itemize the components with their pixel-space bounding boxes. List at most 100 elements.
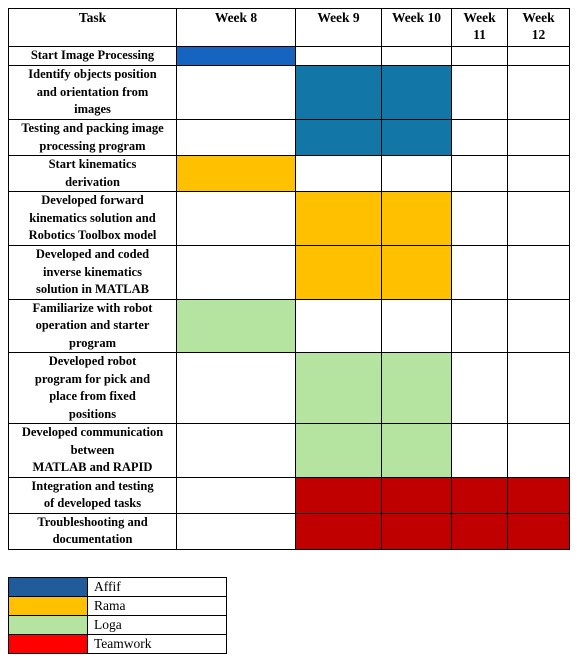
task-name-line: and orientation from — [36, 84, 149, 99]
header-task-label: Task — [78, 10, 107, 25]
header-week-8: Week 8 — [176, 8, 296, 47]
week-9-cell — [295, 119, 382, 156]
week-9-cell — [295, 155, 382, 192]
task-name-cell: Developed forward kinematics solution and… — [8, 191, 177, 246]
header-week-12-line1: Week — [522, 10, 555, 25]
week-8-cell — [176, 423, 296, 478]
week-10-cell — [381, 191, 452, 246]
task-name-cell: Start kinematics derivation — [8, 155, 177, 192]
task-row: Start Image Processing — [8, 46, 570, 66]
legend-body: Affif Rama Loga Teamwork — [8, 577, 227, 654]
legend-table: Affif Rama Loga Teamwork — [8, 577, 227, 654]
header-week-11-line2: 11 — [473, 27, 486, 42]
legend-label: Loga — [87, 615, 227, 635]
header-week-11: Week 11 — [451, 8, 508, 47]
task-name-cell: Identify objects position and orientation… — [8, 65, 177, 120]
week-11-cell — [451, 423, 508, 478]
task-name-cell: Start Image Processing — [8, 46, 177, 66]
header-week-9: Week 9 — [295, 8, 382, 47]
week-10-cell — [381, 65, 452, 120]
legend-row: Rama — [8, 596, 227, 616]
week-11-cell — [451, 119, 508, 156]
task-name-line: between — [70, 442, 115, 457]
week-8-cell — [176, 191, 296, 246]
week-11-cell — [451, 65, 508, 120]
legend-row: Affif — [8, 577, 227, 597]
week-10-cell — [381, 476, 452, 514]
task-name-cell: Testing and packing image processing prog… — [8, 119, 177, 156]
week-10-cell — [381, 298, 452, 353]
week-8-cell — [176, 476, 296, 514]
task-name-line: inverse kinematics — [43, 264, 142, 279]
week-12-cell — [507, 191, 570, 246]
task-name-cell: Developed robot program for pick and place… — [8, 352, 177, 424]
header-row: Task Week 8 Week 9 Week 10 Week 11 Week 12 — [8, 8, 570, 47]
week-8-cell — [176, 298, 296, 353]
task-name-line: MATLAB and RAPID — [32, 460, 153, 474]
header-week-10: Week 10 — [381, 8, 452, 47]
legend-swatch — [8, 615, 88, 635]
task-name-line: Start Image Processing — [30, 48, 155, 63]
task-row: Developed and coded inverse kinematics sol… — [8, 245, 570, 300]
task-name-line: program — [69, 335, 116, 350]
header-week-12-line2: 12 — [531, 27, 546, 42]
task-name-line: Developed robot — [48, 354, 137, 368]
task-name-line: Familiarize with robot — [32, 300, 153, 315]
week-9-cell — [295, 46, 382, 66]
legend-swatch — [8, 577, 88, 597]
week-9-cell — [295, 65, 382, 120]
header-task: Task — [8, 8, 177, 47]
task-name-line: Troubleshooting and — [37, 514, 148, 529]
week-12-cell — [507, 476, 570, 514]
task-name-line: place from fixed — [49, 389, 136, 403]
gantt-body: Start Image Processing Identify objects p… — [8, 46, 570, 550]
week-8-cell — [176, 46, 296, 66]
task-name-line: images — [74, 102, 111, 117]
task-name-line: Start kinematics — [48, 157, 137, 171]
task-name-cell: Integration and testing of developed task… — [8, 476, 177, 514]
week-10-cell — [381, 352, 452, 424]
task-name-line: derivation — [65, 174, 120, 189]
task-name-line: documentation — [52, 532, 133, 546]
week-11-cell — [451, 512, 508, 550]
week-11-cell — [451, 476, 508, 514]
header-week-10-label: Week 10 — [391, 10, 442, 25]
gantt-table: Task Week 8 Week 9 Week 10 Week 11 Week 12… — [8, 8, 570, 550]
task-name-line: of developed tasks — [43, 496, 142, 510]
legend-label: Teamwork — [87, 634, 227, 654]
task-name-line: Developed forward — [41, 193, 144, 208]
task-row: Start kinematics derivation — [8, 155, 570, 192]
week-10-cell — [381, 423, 452, 478]
week-9-cell — [295, 476, 382, 514]
task-name-line: positions — [68, 406, 117, 421]
week-12-cell — [507, 245, 570, 300]
task-name-cell: Troubleshooting and documentation — [8, 512, 177, 550]
week-11-cell — [451, 352, 508, 424]
task-row: Identify objects position and orientation… — [8, 65, 570, 120]
week-8-cell — [176, 512, 296, 550]
task-name-cell: Familiarize with robot operation and star… — [8, 298, 177, 353]
week-11-cell — [451, 191, 508, 246]
task-name-line: processing program — [39, 138, 146, 153]
task-name-line: solution in MATLAB — [36, 282, 149, 296]
task-name-line: program for pick and — [34, 371, 151, 386]
week-12-cell — [507, 119, 570, 156]
week-12-cell — [507, 423, 570, 478]
week-12-cell — [507, 512, 570, 550]
legend-row: Loga — [8, 615, 227, 635]
task-row: Testing and packing image processing prog… — [8, 119, 570, 156]
header-week-8-label: Week 8 — [214, 10, 258, 25]
legend-swatch — [8, 634, 88, 654]
week-10-cell — [381, 119, 452, 156]
week-10-cell — [381, 46, 452, 66]
week-12-cell — [507, 155, 570, 192]
week-9-cell — [295, 298, 382, 353]
week-8-cell — [176, 352, 296, 424]
week-12-cell — [507, 65, 570, 120]
header-week-12: Week 12 — [507, 8, 570, 47]
task-name-line: Integration and testing — [31, 478, 154, 493]
week-8-cell — [176, 119, 296, 156]
week-11-cell — [451, 46, 508, 66]
task-row: Developed forward kinematics solution and… — [8, 191, 570, 246]
legend-label: Affif — [87, 577, 227, 597]
